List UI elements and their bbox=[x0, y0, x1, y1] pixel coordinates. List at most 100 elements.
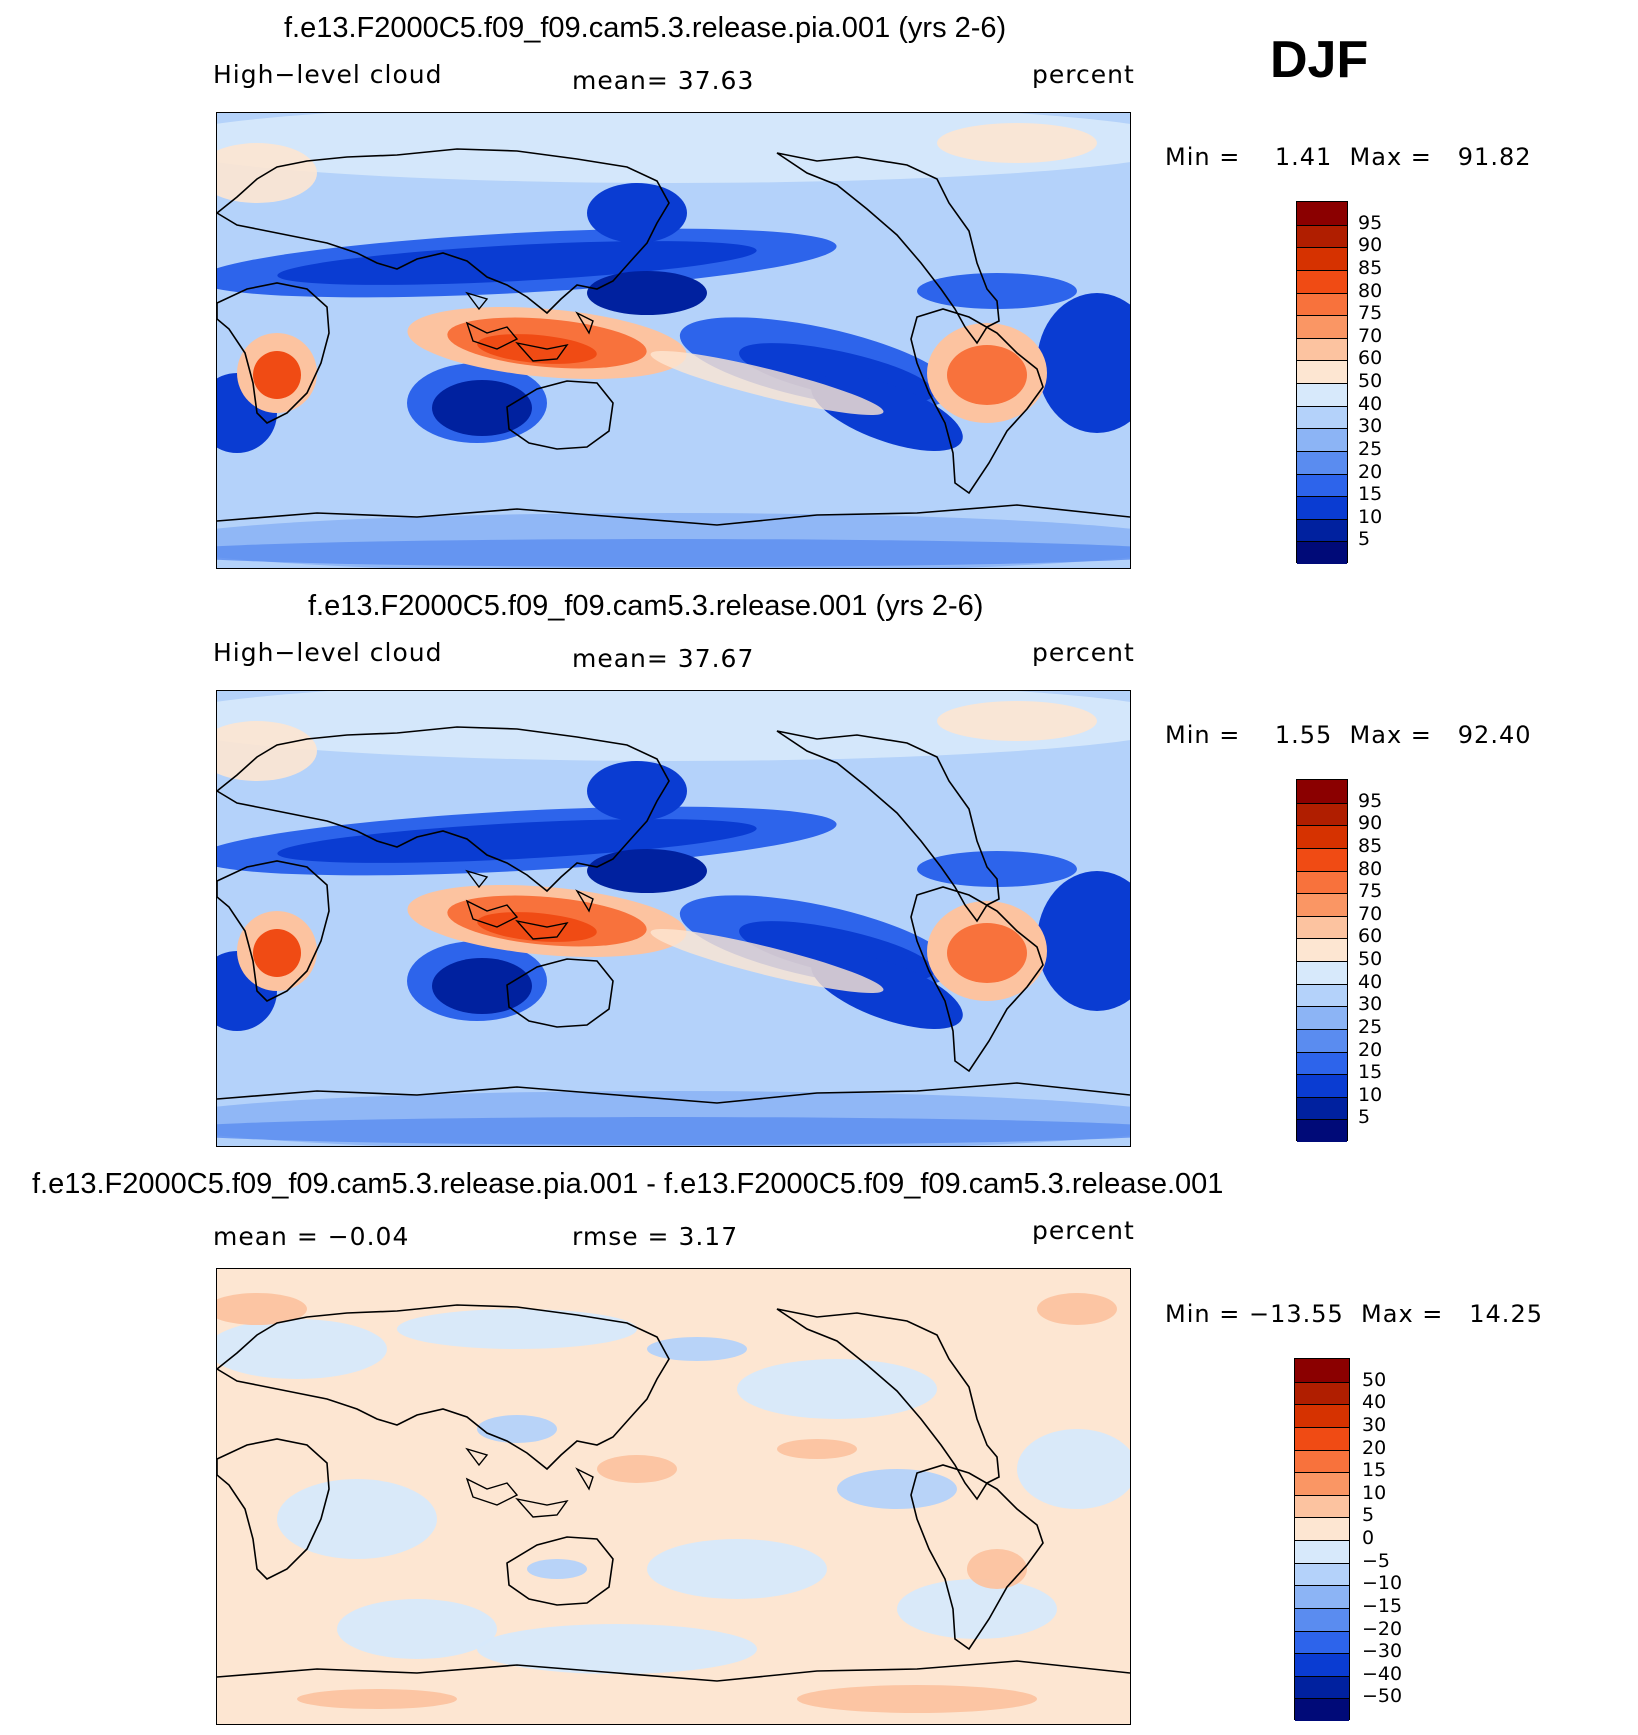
panel-2-variable-label: High−level cloud bbox=[213, 638, 443, 667]
colorbar-tick-label: 50 bbox=[1358, 370, 1383, 392]
colorbar-tick-label: 20 bbox=[1358, 460, 1383, 483]
colorbar-tick-label: −15 bbox=[1362, 1594, 1403, 1617]
colorbar-swatch bbox=[1295, 1585, 1349, 1608]
colorbar-tick-label: 60 bbox=[1358, 347, 1383, 370]
colorbar-tick-label: −40 bbox=[1362, 1662, 1403, 1685]
colorbar-swatch bbox=[1297, 405, 1347, 429]
field-contour bbox=[217, 1293, 307, 1325]
map-svg bbox=[217, 1269, 1130, 1724]
colorbar-swatch bbox=[1295, 1472, 1349, 1495]
field-contour bbox=[937, 701, 1097, 741]
panel-1-units-label: percent bbox=[1032, 60, 1135, 89]
coastline bbox=[217, 504, 1130, 526]
colorbar-swatch bbox=[1295, 1607, 1349, 1631]
coastline bbox=[910, 886, 1044, 1073]
colorbar-tick-label: −5 bbox=[1362, 1549, 1391, 1572]
colorbar-swatch bbox=[1297, 269, 1347, 293]
field-contour bbox=[597, 1455, 677, 1483]
field-contour bbox=[650, 350, 884, 416]
coastline bbox=[575, 1467, 594, 1491]
field-contour bbox=[777, 1439, 857, 1459]
panel-2-colorbar bbox=[1296, 779, 1348, 1142]
coastline bbox=[776, 152, 1000, 345]
colorbar-tick-label: 30 bbox=[1358, 993, 1383, 1016]
colorbar-swatch bbox=[1297, 450, 1347, 474]
colorbar-swatch bbox=[1297, 825, 1347, 848]
colorbar-tick-label: 15 bbox=[1358, 1061, 1383, 1084]
colorbar-swatch bbox=[1297, 224, 1347, 248]
field-contour bbox=[253, 929, 301, 977]
colorbar-tick-label: 15 bbox=[1358, 483, 1383, 506]
field-layer bbox=[217, 1269, 1130, 1724]
colorbar-tick-label: 30 bbox=[1362, 1413, 1387, 1436]
colorbar-swatch bbox=[1297, 1006, 1347, 1029]
field-contour bbox=[897, 1579, 1057, 1639]
colorbar-tick-label: 95 bbox=[1358, 789, 1383, 812]
panel-1-mean-label: mean= 37.63 bbox=[572, 66, 755, 95]
colorbar-swatch bbox=[1297, 541, 1347, 564]
colorbar-tick-label: 75 bbox=[1358, 880, 1383, 903]
colorbar-swatch bbox=[1295, 1381, 1349, 1405]
colorbar-tick-label: 70 bbox=[1358, 902, 1383, 925]
coastline bbox=[910, 308, 1044, 495]
coastline bbox=[217, 148, 670, 315]
colorbar-swatch bbox=[1297, 1074, 1347, 1097]
colorbar-tick-label: 90 bbox=[1358, 234, 1383, 257]
field-contour bbox=[917, 851, 1077, 887]
colorbar-tick-label: 5 bbox=[1358, 528, 1371, 551]
field-contour bbox=[587, 761, 687, 821]
colorbar-tick-label: 25 bbox=[1358, 1015, 1383, 1038]
panel-2-mean-label: mean= 37.67 bbox=[572, 644, 755, 673]
colorbar-swatch bbox=[1297, 1119, 1347, 1142]
colorbar-tick-label: −10 bbox=[1362, 1572, 1403, 1595]
colorbar-swatch bbox=[1297, 1051, 1347, 1075]
coastline bbox=[217, 1304, 670, 1471]
panel-3-title: f.e13.F2000C5.f09_f09.cam5.3.release.pia… bbox=[32, 1168, 1224, 1200]
colorbar-swatch bbox=[1297, 383, 1347, 406]
colorbar-tick-label: 40 bbox=[1362, 1391, 1387, 1414]
colorbar-swatch bbox=[1295, 1675, 1349, 1699]
field-contour bbox=[587, 271, 707, 315]
colorbar-tick-label: 85 bbox=[1358, 256, 1383, 279]
colorbar-swatch bbox=[1297, 337, 1347, 361]
colorbar-swatch bbox=[1297, 1096, 1347, 1120]
colorbar-swatch bbox=[1297, 247, 1347, 270]
colorbar-swatch bbox=[1297, 938, 1347, 961]
colorbar-swatch bbox=[1297, 802, 1347, 826]
colorbar-swatch bbox=[1297, 202, 1347, 225]
field-contour bbox=[477, 912, 597, 942]
colorbar-tick-label: 10 bbox=[1358, 505, 1383, 528]
coastline bbox=[217, 860, 330, 1002]
field-contour bbox=[477, 1415, 557, 1443]
map-svg bbox=[217, 113, 1130, 568]
colorbar-swatch bbox=[1295, 1426, 1349, 1450]
panel-1-colorbar bbox=[1296, 201, 1348, 564]
colorbar-swatch bbox=[1297, 961, 1347, 984]
colorbar-tick-label: 10 bbox=[1362, 1481, 1387, 1504]
colorbar-tick-label: 40 bbox=[1358, 970, 1383, 993]
field-contour bbox=[297, 1689, 457, 1709]
coastline bbox=[217, 1660, 1130, 1682]
field-contour bbox=[937, 123, 1097, 163]
colorbar-swatch bbox=[1297, 983, 1347, 1007]
colorbar-tick-label: 25 bbox=[1358, 437, 1383, 460]
field-contour bbox=[947, 345, 1027, 405]
coastline bbox=[575, 311, 594, 335]
panel-2-title: f.e13.F2000C5.f09_f09.cam5.3.release.001… bbox=[308, 590, 984, 622]
colorbar-tick-label: 50 bbox=[1358, 948, 1383, 970]
coastline bbox=[465, 1477, 519, 1506]
field-contour bbox=[337, 1599, 497, 1659]
colorbar-tick-label: 0 bbox=[1362, 1527, 1375, 1549]
colorbar-swatch bbox=[1297, 292, 1347, 316]
colorbar-tick-label: 50 bbox=[1362, 1368, 1387, 1391]
colorbar-swatch bbox=[1297, 473, 1347, 497]
field-contour bbox=[217, 1117, 1130, 1145]
colorbar-tick-label: 5 bbox=[1362, 1504, 1375, 1527]
panel-1-map bbox=[216, 112, 1131, 569]
coastline bbox=[506, 958, 614, 1028]
colorbar-tick-label: 70 bbox=[1358, 324, 1383, 347]
colorbar-swatch bbox=[1297, 496, 1347, 519]
coastline bbox=[506, 380, 614, 450]
coastline bbox=[910, 1464, 1044, 1651]
